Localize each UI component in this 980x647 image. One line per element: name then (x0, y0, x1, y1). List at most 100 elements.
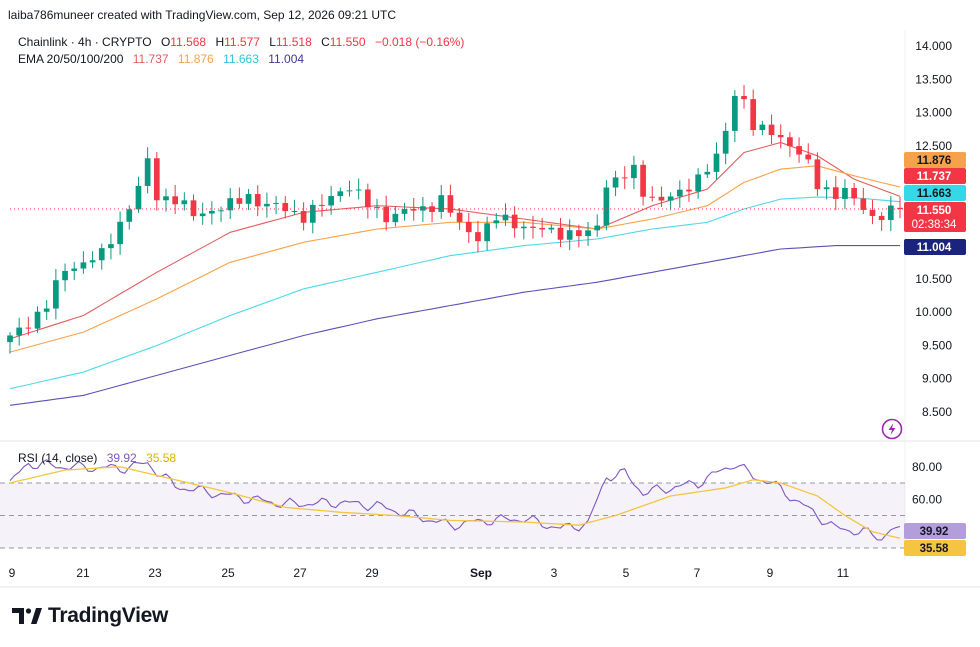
candle (126, 205, 133, 230)
open-value: 11.568 (170, 35, 207, 49)
candle (832, 176, 839, 211)
candle-body (612, 177, 619, 188)
candle-body (631, 164, 637, 179)
candle-body (539, 227, 546, 230)
candle-body (264, 203, 270, 207)
candle (16, 317, 23, 346)
rsi-tag-text: 39.92 (920, 526, 949, 538)
rsi-tick: 80.00 (912, 460, 942, 474)
candle-body (732, 95, 738, 131)
candle-body (842, 187, 848, 199)
rsi-ma-line (9, 466, 901, 539)
candle-body (383, 206, 390, 223)
candle (759, 120, 766, 136)
candle (465, 212, 472, 243)
candle-body (117, 221, 123, 245)
price-tag: 11.550 02:38:34 (904, 202, 966, 232)
candle-body (319, 204, 325, 206)
candle (594, 214, 601, 237)
candle (493, 213, 500, 229)
candle-body (62, 270, 68, 281)
ema-legend-label[interactable]: EMA 20/50/100/200 (18, 52, 124, 66)
rsi-tag: 39.92 (904, 523, 966, 539)
candle-body (181, 200, 188, 205)
candle-body (456, 212, 463, 222)
candle (328, 185, 334, 215)
candle-body (108, 244, 114, 249)
candle-body (750, 99, 757, 131)
high-label: H (215, 35, 225, 49)
time-axis: 9 21 23 25 27 29 Sep 3 5 7 9 11 (9, 566, 850, 580)
candle-body (410, 209, 417, 211)
lightning-icon[interactable] (881, 418, 903, 440)
time-tick: 9 (767, 566, 774, 580)
candle-body (649, 196, 656, 198)
rsi-ma-tag: 35.58 (904, 540, 966, 556)
ema50-value: 11.876 (177, 52, 214, 66)
ema50-tag-text: 11.876 (917, 155, 952, 167)
candle (520, 221, 527, 240)
candle (814, 152, 821, 196)
candle (676, 180, 683, 208)
candle (7, 332, 13, 354)
candle (447, 184, 454, 217)
rsi-ma-tag-bg (904, 540, 966, 556)
candle (649, 186, 656, 202)
candle (566, 219, 573, 251)
candle-body (493, 220, 500, 224)
candle-body (153, 158, 160, 201)
candle-body (796, 146, 802, 155)
candle (686, 178, 692, 202)
candle-body (465, 221, 472, 233)
candle-body (172, 196, 178, 205)
candle-body (429, 206, 435, 212)
candle (667, 192, 674, 211)
candle-body (89, 260, 96, 263)
candle (245, 189, 252, 211)
candle (796, 137, 802, 163)
candle (291, 199, 298, 215)
ema50-tag: 11.876 (904, 152, 966, 168)
candle (62, 263, 68, 292)
candle-body (291, 211, 298, 213)
candle-body (823, 187, 830, 190)
candle (438, 184, 445, 219)
candle (319, 194, 325, 217)
time-tick: 3 (551, 566, 558, 580)
candle (631, 155, 637, 190)
candle (860, 187, 867, 215)
candle-body (80, 262, 87, 269)
low-value: 11.518 (275, 35, 312, 49)
rsi-legend-label[interactable]: RSI (14, close) (18, 451, 98, 465)
candle-body (7, 335, 13, 343)
brand-name: TradingView (48, 604, 169, 627)
candle (539, 218, 546, 238)
candle (640, 160, 646, 206)
candle-body (135, 185, 142, 210)
candle-body (695, 174, 701, 192)
price-tick: 12.500 (915, 139, 952, 153)
candle-body (814, 159, 821, 190)
candle-body (548, 227, 555, 230)
candle-body (438, 195, 445, 212)
candle (713, 142, 720, 180)
candle (190, 194, 197, 221)
tradingview-brand[interactable]: TradingView (12, 604, 168, 628)
candle (887, 195, 894, 232)
candle-body (227, 198, 234, 211)
candle (603, 180, 610, 231)
price-tick: 13.000 (915, 106, 952, 120)
candle (557, 217, 564, 248)
ema200-line (9, 245, 900, 406)
open-label: O (160, 35, 171, 49)
candle-body (878, 215, 885, 221)
candle-body (576, 230, 582, 237)
candle-body (805, 154, 812, 160)
candle-body (667, 196, 674, 201)
candle-body (621, 177, 628, 179)
symbol-name[interactable]: Chainlink · 4h · CRYPTO (18, 35, 152, 49)
chart-credit: laiba786muneer created with TradingView.… (8, 8, 397, 22)
candle (135, 176, 142, 213)
